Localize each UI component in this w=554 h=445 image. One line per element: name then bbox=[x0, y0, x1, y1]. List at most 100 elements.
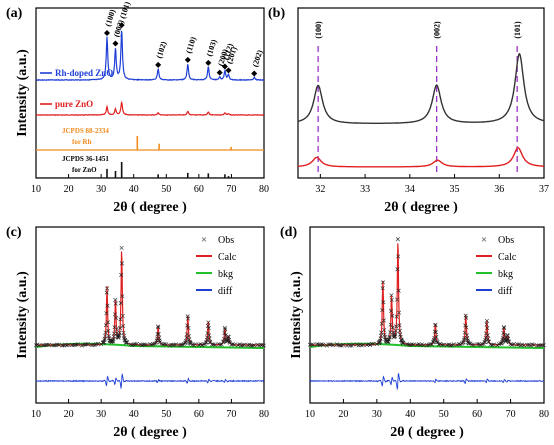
peak-marker-diamond bbox=[251, 70, 258, 77]
obs-marker bbox=[193, 342, 198, 347]
zoom-peak-label: (002) bbox=[433, 21, 442, 39]
obs-marker bbox=[525, 342, 530, 347]
obs-marker bbox=[311, 342, 316, 347]
panel-c-xtick-label: 80 bbox=[259, 409, 269, 420]
obs-marker bbox=[486, 339, 491, 344]
obs-marker bbox=[114, 316, 119, 321]
obs-marker bbox=[114, 327, 119, 332]
obs-marker bbox=[521, 343, 526, 348]
obs-marker bbox=[435, 340, 440, 345]
obs-marker bbox=[123, 337, 128, 342]
obs-marker bbox=[387, 335, 392, 340]
obs-marker bbox=[85, 342, 90, 347]
panel-d-xtick-label: 60 bbox=[472, 409, 482, 420]
obs-marker bbox=[56, 342, 61, 347]
obs-marker bbox=[207, 336, 212, 341]
obs-marker bbox=[121, 330, 126, 335]
obs-marker bbox=[501, 325, 506, 330]
obs-marker bbox=[462, 330, 467, 335]
panel-b-xtick-label: 33 bbox=[360, 184, 370, 195]
obs-marker bbox=[448, 343, 453, 348]
obs-marker bbox=[371, 341, 376, 346]
obs-marker bbox=[205, 331, 210, 336]
peak-label: (002) bbox=[112, 18, 126, 38]
obs-marker bbox=[389, 297, 394, 302]
obs-marker bbox=[104, 290, 109, 295]
obs-marker bbox=[55, 342, 60, 347]
obs-marker bbox=[393, 328, 398, 333]
obs-marker bbox=[396, 288, 401, 293]
obs-marker bbox=[388, 322, 393, 327]
obs-marker bbox=[116, 334, 121, 339]
obs-marker bbox=[394, 314, 399, 319]
obs-marker bbox=[338, 343, 343, 348]
obs-marker bbox=[119, 261, 125, 266]
obs-marker bbox=[242, 342, 247, 347]
obs-marker bbox=[76, 342, 81, 347]
obs-marker bbox=[393, 332, 398, 337]
obs-marker bbox=[105, 320, 110, 325]
obs-marker bbox=[432, 335, 437, 340]
obs-marker bbox=[511, 342, 516, 347]
diff-curve bbox=[309, 373, 545, 391]
obs-marker bbox=[433, 330, 438, 335]
obs-marker bbox=[501, 330, 506, 335]
obs-marker bbox=[541, 343, 546, 348]
obs-marker bbox=[307, 342, 313, 347]
obs-marker bbox=[186, 334, 191, 339]
obs-marker bbox=[439, 342, 444, 347]
panel-a-plot bbox=[36, 30, 264, 178]
obs-marker bbox=[223, 327, 228, 332]
obs-marker bbox=[113, 301, 118, 306]
obs-marker bbox=[105, 286, 110, 291]
obs-marker bbox=[125, 340, 130, 345]
obs-marker bbox=[84, 342, 89, 347]
panel-d-xtick-label: 10 bbox=[305, 409, 315, 420]
obs-marker bbox=[379, 321, 384, 326]
obs-marker bbox=[155, 332, 160, 337]
panel-c-xtick-label: 60 bbox=[194, 409, 204, 420]
panel-d-xtick-label: 40 bbox=[405, 409, 415, 420]
obs-marker bbox=[433, 322, 438, 327]
panel-b-xtick-label: 32 bbox=[315, 184, 325, 195]
obs-marker bbox=[381, 300, 386, 305]
obs-marker bbox=[248, 343, 253, 348]
obs-marker bbox=[399, 338, 404, 343]
obs-marker bbox=[429, 342, 434, 347]
obs-marker bbox=[120, 294, 125, 299]
obs-marker bbox=[537, 343, 542, 348]
panel-c-xtick-label: 70 bbox=[226, 409, 236, 420]
obs-marker bbox=[395, 297, 400, 302]
peak-marker-diamond bbox=[221, 63, 228, 70]
obs-marker bbox=[331, 343, 336, 348]
obs-marker bbox=[470, 342, 475, 347]
panel-a-xtick-label: 40 bbox=[129, 184, 139, 195]
panel-b-xtick-label: 34 bbox=[405, 184, 415, 195]
obs-marker bbox=[164, 342, 169, 347]
obs-marker bbox=[89, 342, 94, 348]
obs-marker bbox=[170, 342, 175, 348]
obs-marker bbox=[390, 325, 395, 330]
obs-marker bbox=[213, 342, 218, 347]
legend-obs-symbol: × bbox=[481, 234, 487, 246]
obs-marker bbox=[499, 341, 504, 346]
obs-marker bbox=[206, 326, 211, 331]
panel-a-frame bbox=[35, 7, 265, 179]
obs-marker bbox=[112, 312, 117, 317]
obs-marker bbox=[484, 318, 489, 323]
obs-marker bbox=[314, 342, 319, 347]
obs-marker bbox=[451, 342, 456, 347]
obs-marker bbox=[186, 325, 191, 330]
obs-marker bbox=[207, 333, 212, 338]
peak-marker-diamond bbox=[104, 29, 111, 36]
pure-zno-zoom-trace bbox=[297, 147, 544, 168]
obs-marker bbox=[389, 293, 394, 298]
obs-marker bbox=[421, 343, 426, 348]
obs-marker bbox=[381, 318, 386, 323]
peak-marker-diamond bbox=[184, 56, 191, 63]
obs-marker bbox=[456, 342, 461, 347]
obs-marker bbox=[445, 342, 450, 347]
jcpds-zno-sublabel: for ZnO bbox=[72, 166, 97, 174]
panel-b: 32 33 34 35 36 37 2θ ( degree ) (b) (100) (002) (1… bbox=[268, 6, 549, 215]
diff-curve bbox=[35, 373, 265, 390]
